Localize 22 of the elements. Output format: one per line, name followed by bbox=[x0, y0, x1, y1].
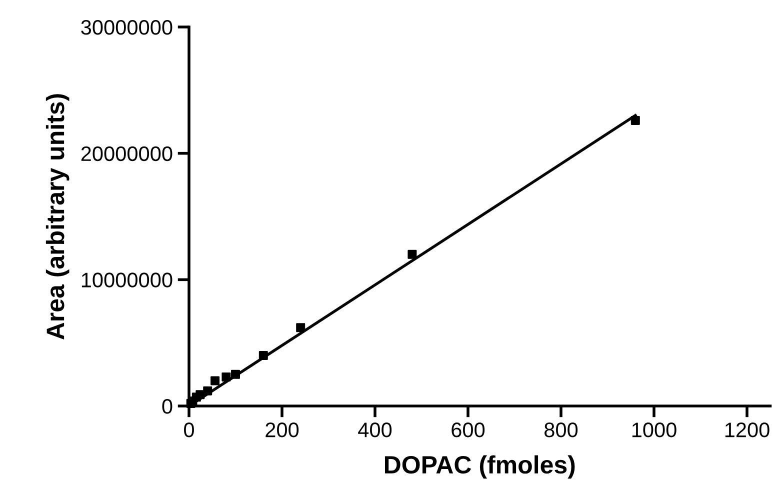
x-tick-label: 1000 bbox=[632, 422, 676, 438]
point bbox=[231, 370, 240, 379]
x-tick-label: 600 bbox=[452, 422, 485, 438]
x-axis-title: DOPAC (fmoles) bbox=[384, 455, 575, 479]
y-tick-label: 10000000 bbox=[82, 272, 172, 288]
y-tick-label: 20000000 bbox=[81, 146, 172, 162]
y-tick-label: 0 bbox=[162, 399, 172, 414]
point bbox=[296, 323, 306, 332]
x-tick-label: 200 bbox=[266, 422, 299, 438]
x-tick-label: 800 bbox=[544, 422, 578, 438]
point bbox=[258, 350, 268, 360]
point bbox=[210, 376, 220, 386]
x-tick-label: 1200 bbox=[725, 422, 770, 438]
y-tick-label: 30000000 bbox=[81, 20, 172, 35]
point bbox=[630, 116, 640, 125]
x-tick-label: 0 bbox=[184, 422, 194, 438]
point bbox=[408, 250, 417, 259]
point bbox=[196, 390, 205, 400]
x-tick-label: 400 bbox=[358, 422, 392, 438]
point bbox=[222, 372, 231, 382]
y-axis-title: Area (arbitrary units) bbox=[46, 94, 70, 340]
point bbox=[203, 386, 212, 396]
